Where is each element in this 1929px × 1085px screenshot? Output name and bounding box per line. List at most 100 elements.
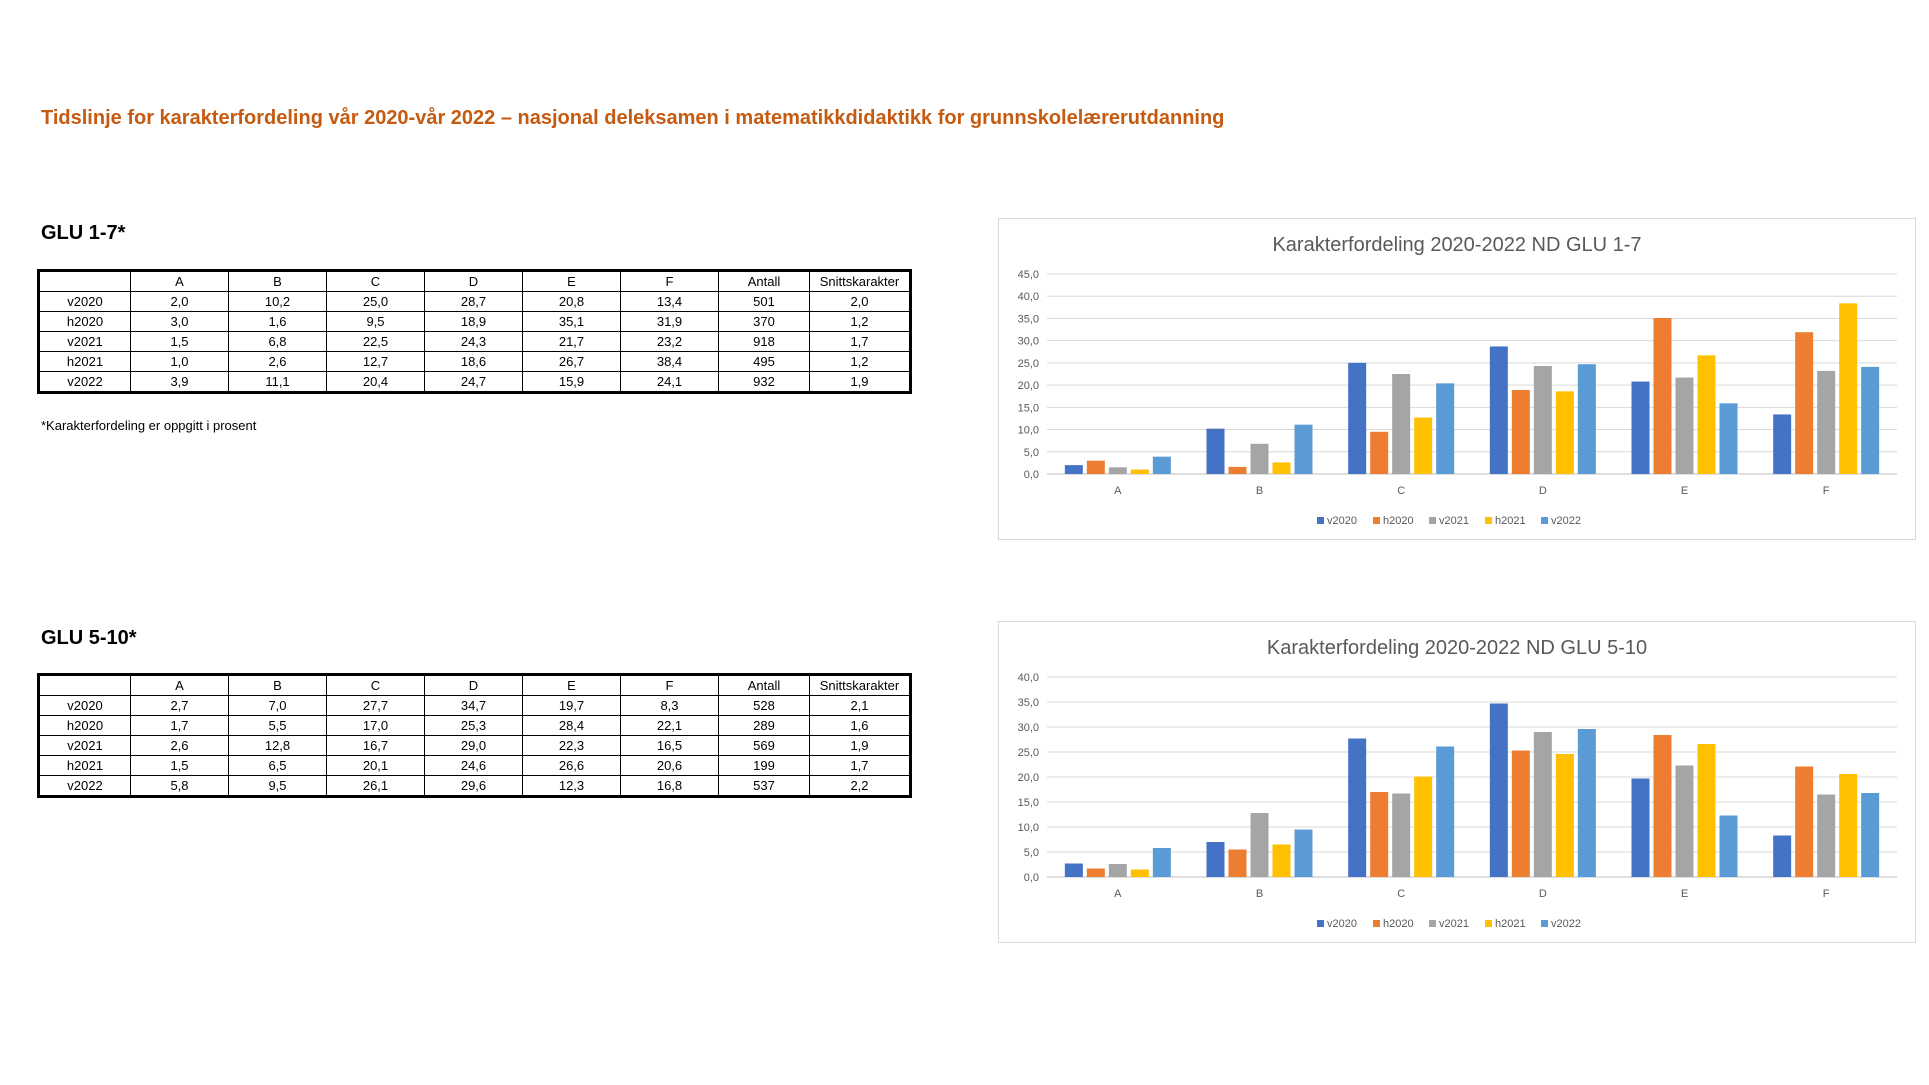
table-row: v2021 1,5 6,8 22,5 24,3 21,7 23,2 918 1,7 <box>38 331 911 352</box>
row-label-cell: v2021 <box>38 735 131 756</box>
table-cell: 289 <box>718 715 810 736</box>
y-tick-label: 20,0 <box>1018 772 1039 784</box>
bar-h2021-C <box>1414 417 1433 474</box>
chart-title: Karakterfordeling 2020-2022 ND GLU 5-10 <box>1267 637 1647 659</box>
bar-v2021-A <box>1108 467 1127 474</box>
bar-h2020-C <box>1370 431 1389 474</box>
bar-v2021-B <box>1250 813 1269 877</box>
x-tick-label: E <box>1681 888 1688 900</box>
legend-label: h2021 <box>1495 515 1526 527</box>
table-cell: 27,7 <box>326 695 425 716</box>
table-cell: 1,7 <box>809 331 911 352</box>
legend-label: v2020 <box>1327 515 1357 527</box>
bar-v2022-D <box>1577 729 1596 877</box>
table-cell: 19,7 <box>522 695 621 716</box>
row-label-cell: h2020 <box>38 715 131 736</box>
bar-v2020-B <box>1206 842 1225 877</box>
bar-h2021-F <box>1839 303 1858 474</box>
table-header-cell: A <box>130 270 229 292</box>
table-cell: 6,5 <box>228 755 327 776</box>
bar-v2021-C <box>1392 793 1411 877</box>
y-tick-label: 10,0 <box>1018 822 1039 834</box>
bar-v2020-F <box>1773 414 1792 474</box>
grade-table-glu-1-7: A B C D E F Antall Snittskarakter v2020 2… <box>37 269 912 394</box>
table-cell: 23,2 <box>620 331 719 352</box>
y-tick-label: 35,0 <box>1018 313 1039 325</box>
bar-v2020-B <box>1206 428 1225 474</box>
bar-v2022-D <box>1577 364 1596 474</box>
x-tick-label: D <box>1539 485 1547 497</box>
chart-glu-1-7: Karakterfordeling 2020-2022 ND GLU 1-7 0,… <box>998 218 1916 540</box>
table-cell: 932 <box>718 371 810 393</box>
bar-v2022-B <box>1294 829 1313 877</box>
table-cell: 11,1 <box>228 371 327 393</box>
legend-swatch <box>1541 517 1548 524</box>
table-cell: 20,4 <box>326 371 425 393</box>
bar-h2021-A <box>1130 869 1149 877</box>
table-row: v2022 5,8 9,5 26,1 29,6 12,3 16,8 537 2,2 <box>38 775 911 797</box>
table-header-cell: E <box>522 270 621 292</box>
legend-swatch <box>1317 517 1324 524</box>
table-cell: 2,7 <box>130 695 229 716</box>
bar-h2020-C <box>1370 792 1389 877</box>
bar-h2021-E <box>1697 355 1716 474</box>
bar-v2020-D <box>1489 703 1508 877</box>
legend-swatch <box>1317 920 1324 927</box>
table-cell: 10,2 <box>228 291 327 312</box>
bar-v2021-A <box>1108 864 1127 877</box>
legend-swatch <box>1429 517 1436 524</box>
y-tick-label: 45,0 <box>1018 269 1039 281</box>
table-cell: 22,5 <box>326 331 425 352</box>
row-label-cell: v2022 <box>38 371 131 393</box>
legend-swatch <box>1373 920 1380 927</box>
bar-h2021-F <box>1839 774 1858 877</box>
table-cell: 38,4 <box>620 351 719 372</box>
chart-title: Karakterfordeling 2020-2022 ND GLU 1-7 <box>1272 234 1641 256</box>
legend-label: h2020 <box>1383 918 1414 930</box>
table-cell: 1,7 <box>130 715 229 736</box>
bar-h2020-F <box>1795 766 1814 877</box>
table-cell: 1,5 <box>130 755 229 776</box>
table-cell: 1,7 <box>809 755 911 776</box>
bar-v2021-F <box>1817 794 1836 877</box>
bar-h2021-C <box>1414 776 1433 877</box>
table-cell: 1,2 <box>809 311 911 332</box>
row-label-cell: v2021 <box>38 331 131 352</box>
table-cell: 16,7 <box>326 735 425 756</box>
legend-label: v2022 <box>1551 918 1581 930</box>
table-cell: 1,6 <box>228 311 327 332</box>
y-tick-label: 0,0 <box>1024 872 1039 884</box>
table-row: h2020 3,0 1,6 9,5 18,9 35,1 31,9 370 1,2 <box>38 311 911 332</box>
table-cell: 29,0 <box>424 735 523 756</box>
y-tick-label: 15,0 <box>1018 402 1039 414</box>
table-cell: 29,6 <box>424 775 523 797</box>
table-cell: 34,7 <box>424 695 523 716</box>
table-header-cell: E <box>522 674 621 696</box>
bar-h2021-B <box>1272 844 1291 877</box>
bar-h2020-B <box>1228 466 1247 474</box>
table-header-row: A B C D E F Antall Snittskarakter <box>38 674 911 696</box>
table-cell: 26,1 <box>326 775 425 797</box>
table-row: v2020 2,0 10,2 25,0 28,7 20,8 13,4 501 2,0 <box>38 291 911 312</box>
table-header-cell: Antall <box>718 674 810 696</box>
table-cell: 1,9 <box>809 371 911 393</box>
y-tick-label: 25,0 <box>1018 358 1039 370</box>
bar-v2022-A <box>1152 456 1171 474</box>
table-cell: 13,4 <box>620 291 719 312</box>
table-cell: 35,1 <box>522 311 621 332</box>
legend-label: v2022 <box>1551 515 1581 527</box>
table-cell: 22,1 <box>620 715 719 736</box>
table-header-cell: F <box>620 674 719 696</box>
table-cell: 7,0 <box>228 695 327 716</box>
table-header-cell: C <box>326 674 425 696</box>
section-heading-glu-1-7: GLU 1-7* <box>41 222 126 244</box>
bar-v2020-E <box>1631 778 1650 877</box>
table-cell: 2,1 <box>809 695 911 716</box>
x-tick-label: E <box>1681 485 1688 497</box>
table-header-cell <box>38 270 131 292</box>
table-cell: 537 <box>718 775 810 797</box>
bar-v2020-C <box>1348 362 1367 474</box>
bar-h2021-A <box>1130 469 1149 474</box>
table-header-cell: Snittskarakter <box>809 674 911 696</box>
table-cell: 1,6 <box>809 715 911 736</box>
